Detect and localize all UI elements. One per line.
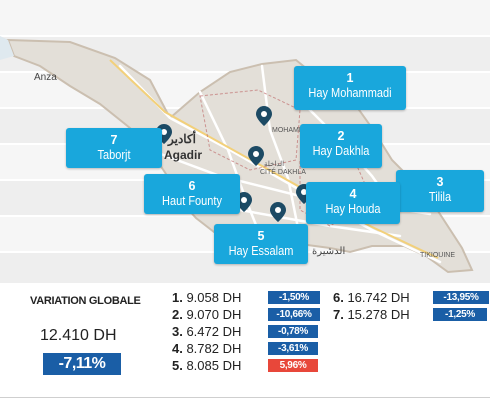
variation-badge: -1,25% [433,308,487,321]
stat-rank: 3. [172,324,183,339]
stat-price: 16.742 DH [343,290,410,305]
variation-badge: -3,61% [268,342,318,355]
region-number: 3 [436,175,444,189]
region-number: 6 [188,179,196,193]
map-label-agadir: Agadir [164,148,203,162]
region-label-taborjt[interactable]: 7 Taborjt [66,128,162,168]
divider [0,397,490,398]
region-label-hay-dakhla[interactable]: 2 Hay Dakhla [300,124,382,168]
stat-row-7: 7. 15.278 DH [333,307,410,322]
stat-rank: 7. [333,307,344,322]
stat-row-2: 2. 9.070 DH [172,307,241,322]
map-label-anza: Anza [34,72,57,83]
variation-badge: 5,96% [268,359,318,372]
stat-rank: 5. [172,358,183,373]
stat-rank: 4. [172,341,183,356]
stat-price: 8.085 DH [182,358,242,373]
variation-badge: -0,78% [268,325,318,338]
variation-badge: -10,66% [268,308,320,321]
map-background-band [0,0,490,36]
variation-badge: -13,95% [433,291,489,304]
region-label-tilila[interactable]: 3 Tilila [396,170,484,212]
stat-price: 8.782 DH [182,341,242,356]
region-name: Hay Dakhla [312,144,370,158]
map-label-mohammadi: MOHAMMADI [272,127,317,134]
map-pin-icon[interactable] [248,146,264,166]
stat-price: 9.058 DH [182,290,242,305]
map-label-dcheira-arabic: الدشيرة [312,246,346,257]
global-variation-badge: -7,11% [43,353,121,375]
stat-rank: 6. [333,290,344,305]
city-map: Anza أكادير Agadir MOHAMMADI الداخلة CIT… [0,0,490,283]
map-label-cite-dakhla: CITÉ DAKHLA [260,169,306,176]
region-number: 1 [346,71,354,85]
region-label-hay-essalam[interactable]: 5 Hay Essalam [214,224,308,264]
region-label-haut-founty[interactable]: 6 Haut Founty [144,174,240,214]
region-name: Hay Houda [325,202,381,216]
stat-row-3: 3. 6.472 DH [172,324,241,339]
region-label-hay-houda[interactable]: 4 Hay Houda [306,182,400,224]
stat-price: 6.472 DH [182,324,242,339]
global-price-value: 12.410 DH [40,327,117,344]
region-number: 5 [257,229,265,243]
region-name: Tilila [428,190,452,204]
stat-row-4: 4. 8.782 DH [172,341,241,356]
region-number: 7 [110,133,118,147]
map-pin-icon[interactable] [256,106,272,126]
region-name: Taborjt [97,148,131,162]
map-label-agadir-arabic: أكادير [168,132,197,146]
map-label-tikiouine: TIKIOUINE [420,252,456,259]
region-number: 4 [349,187,357,201]
region-name: Hay Essalam [228,244,294,258]
price-stats-panel: VARIATION GLOBALE 12.410 DH -7,11% 1. 9.… [0,283,490,403]
region-number: 2 [337,129,345,143]
map-pin-icon[interactable] [270,202,286,222]
global-variation-title: VARIATION GLOBALE [30,295,141,307]
map-label-dakhla-arabic: الداخلة [264,161,285,168]
region-name: Hay Mohammadi [308,86,392,100]
stat-row-6: 6. 16.742 DH [333,290,410,305]
variation-badge: -1,50% [268,291,320,304]
region-name: Haut Founty [162,194,222,208]
stat-rank: 1. [172,290,183,305]
stat-row-1: 1. 9.058 DH [172,290,241,305]
stat-price: 9.070 DH [182,307,242,322]
region-label-hay-mohammadi[interactable]: 1 Hay Mohammadi [294,66,406,110]
stat-rank: 2. [172,307,183,322]
map-pin-icon[interactable] [236,192,252,212]
stat-row-5: 5. 8.085 DH [172,358,241,373]
stat-price: 15.278 DH [343,307,410,322]
